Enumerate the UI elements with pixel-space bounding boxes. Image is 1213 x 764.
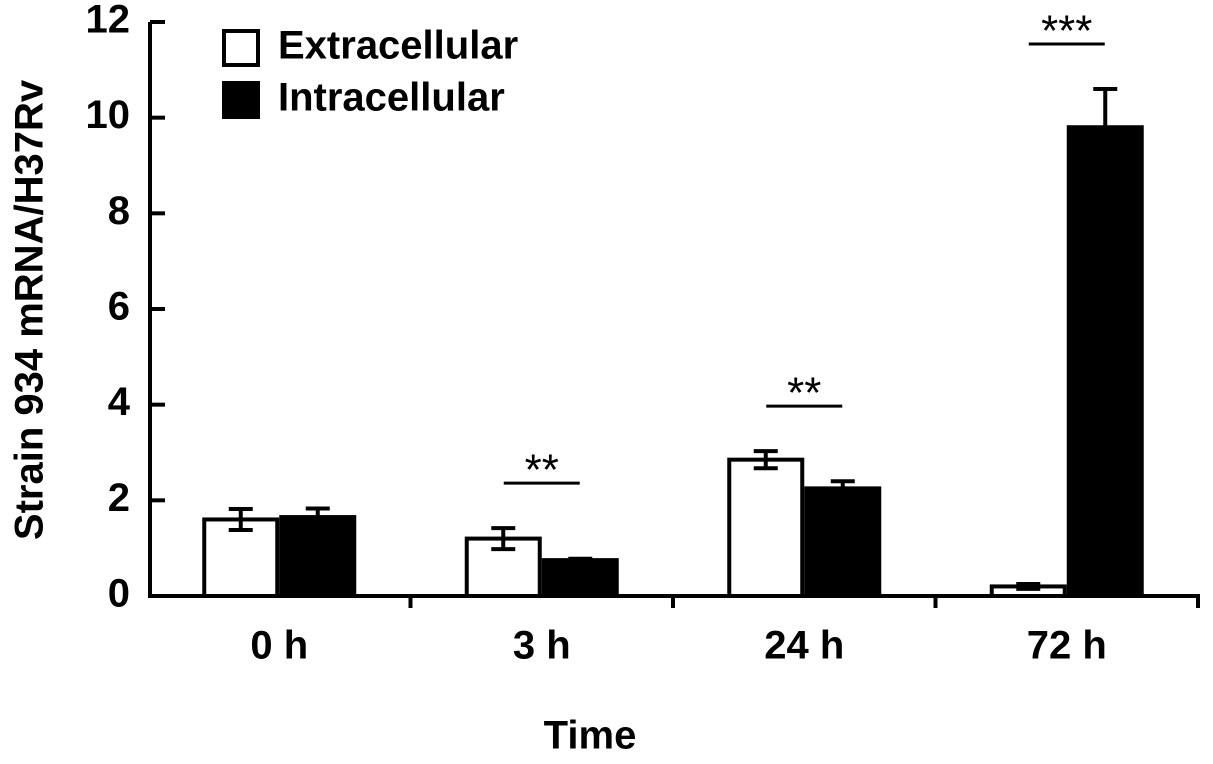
error-bar <box>1016 582 1041 591</box>
x-axis-label: Time <box>544 714 637 758</box>
error-bar <box>1093 86 1118 128</box>
bar <box>202 517 280 599</box>
y-tick-label: 0 <box>108 572 130 616</box>
bar <box>279 515 357 599</box>
y-axis-label: Strain 934 mRNA/H37Rv <box>8 79 52 540</box>
x-tick-label: 0 h <box>250 624 308 668</box>
bar <box>1066 125 1144 598</box>
x-tick-label: 3 h <box>513 624 571 668</box>
error-bar <box>491 526 516 552</box>
legend-swatch <box>222 81 260 119</box>
x-tick-label: 24 h <box>764 624 844 668</box>
legend-swatch <box>222 29 260 67</box>
bar <box>727 457 805 598</box>
y-tick-label: 10 <box>86 93 131 137</box>
significance-label: ** <box>787 369 821 418</box>
y-tick-label: 6 <box>108 285 130 329</box>
y-tick-label: 12 <box>86 0 131 42</box>
error-bar <box>568 556 593 561</box>
error-bar <box>305 506 330 518</box>
legend-label: Extracellular <box>278 24 518 68</box>
y-tick-label: 2 <box>108 476 130 520</box>
error-bar <box>753 449 778 471</box>
error-bar <box>830 479 855 489</box>
y-tick-label: 4 <box>108 380 131 424</box>
significance-label: ** <box>525 446 559 495</box>
bar <box>804 486 882 598</box>
bar <box>541 558 619 598</box>
error-bar <box>228 506 253 532</box>
y-tick-label: 8 <box>108 189 130 233</box>
x-tick-label: 72 h <box>1027 624 1107 668</box>
significance-label: *** <box>1041 7 1092 56</box>
legend-label: Intracellular <box>278 76 505 120</box>
